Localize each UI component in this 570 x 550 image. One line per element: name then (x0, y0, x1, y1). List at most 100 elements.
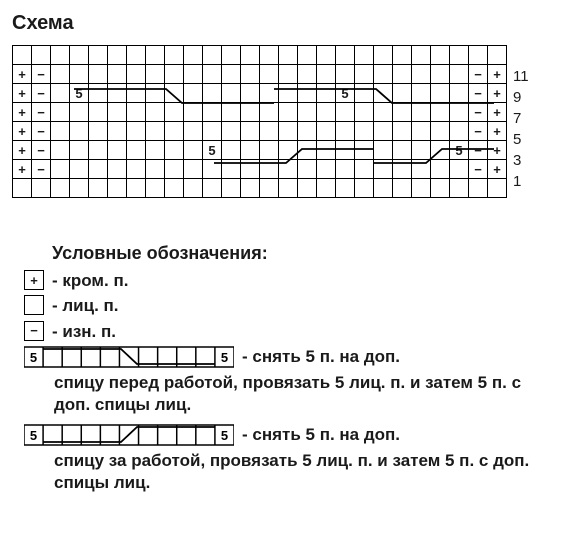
chart-cell (336, 46, 355, 65)
chart-cell (393, 65, 412, 84)
chart-cell: 5 (203, 141, 222, 160)
chart-cell (222, 46, 241, 65)
chart-cell (412, 122, 431, 141)
chart-cell (51, 46, 70, 65)
row-label: 1 (513, 171, 529, 192)
chart-cell (298, 160, 317, 179)
chart-cell (317, 122, 336, 141)
chart-cell (450, 46, 469, 65)
chart-cell (165, 84, 184, 103)
chart-cell (298, 65, 317, 84)
row-label (513, 192, 529, 213)
chart-cell (317, 103, 336, 122)
chart-cell (108, 46, 127, 65)
chart-cell (51, 160, 70, 179)
chart-cell (184, 84, 203, 103)
chart-cell (412, 84, 431, 103)
chart-cell (89, 179, 108, 198)
chart-cell (412, 103, 431, 122)
chart-cell (336, 122, 355, 141)
chart-cell (317, 141, 336, 160)
chart-cell (108, 160, 127, 179)
chart-cell (450, 103, 469, 122)
chart-cell (279, 160, 298, 179)
chart-cell (241, 65, 260, 84)
chart-cell (241, 122, 260, 141)
chart-cell (222, 84, 241, 103)
row-label (513, 45, 529, 66)
chart-cell (298, 84, 317, 103)
chart-cell (260, 141, 279, 160)
chart-cell (146, 46, 165, 65)
chart-cell (431, 65, 450, 84)
chart-cell (165, 103, 184, 122)
chart-cell (184, 65, 203, 84)
chart-cell: 5 (70, 84, 89, 103)
chart-cell (279, 65, 298, 84)
chart-cell (184, 141, 203, 160)
chart-cell (108, 141, 127, 160)
chart-cell (108, 179, 127, 198)
chart-cell (127, 46, 146, 65)
chart-cell (317, 160, 336, 179)
chart-cell (241, 46, 260, 65)
chart-cell (13, 46, 32, 65)
chart-cell (127, 179, 146, 198)
legend-title: Условные обозначения: (52, 243, 558, 264)
chart-cell (298, 103, 317, 122)
row-label: 9 (513, 87, 529, 108)
chart-cell (393, 103, 412, 122)
chart-cell (165, 141, 184, 160)
chart-cell (374, 103, 393, 122)
chart-cell (317, 65, 336, 84)
chart-cell (374, 84, 393, 103)
chart-cell (51, 122, 70, 141)
chart-cell (450, 160, 469, 179)
chart-cell (355, 141, 374, 160)
chart-cell (222, 122, 241, 141)
chart-cell (298, 141, 317, 160)
chart-cell (146, 65, 165, 84)
chart-cell: + (488, 103, 507, 122)
chart-cell (374, 141, 393, 160)
chart-cell: − (469, 122, 488, 141)
chart-cell (222, 179, 241, 198)
chart-cell (51, 103, 70, 122)
legend-symbol (24, 295, 44, 315)
chart-cell (32, 179, 51, 198)
legend-cable-front-row: 55 - снять 5 п. на доп. (12, 346, 558, 368)
chart-cell (146, 160, 165, 179)
chart-cell (488, 179, 507, 198)
chart-cell (260, 179, 279, 198)
chart-cell (336, 160, 355, 179)
chart-cell (70, 46, 89, 65)
chart-cell: + (13, 103, 32, 122)
chart-cell (355, 160, 374, 179)
chart-cell (70, 122, 89, 141)
row-label: 11 (513, 66, 529, 87)
chart-cell (355, 179, 374, 198)
chart-cell: − (469, 103, 488, 122)
chart-cell: + (13, 84, 32, 103)
legend-label: - изн. п. (52, 321, 116, 342)
chart-cell (260, 122, 279, 141)
chart-cell (165, 160, 184, 179)
chart-cell (279, 103, 298, 122)
chart-region: +−−++−55−++−−++−−++−55−++−−+ 1197531 (12, 45, 558, 213)
legend-cable-back-cont: спицу за работой, провязать 5 лиц. п. и … (54, 450, 558, 494)
row-label: 3 (513, 150, 529, 171)
chart-cell (298, 46, 317, 65)
chart-cell (279, 141, 298, 160)
chart-cell (184, 46, 203, 65)
chart-cell (165, 46, 184, 65)
chart-cell (260, 160, 279, 179)
chart-cell (260, 46, 279, 65)
chart-cell (393, 160, 412, 179)
chart-cell (13, 179, 32, 198)
chart-cell (70, 160, 89, 179)
chart-cell: + (13, 160, 32, 179)
chart-cell (127, 122, 146, 141)
chart-cell (165, 122, 184, 141)
chart-cell: + (13, 122, 32, 141)
legend-label: - кром. п. (52, 270, 128, 291)
